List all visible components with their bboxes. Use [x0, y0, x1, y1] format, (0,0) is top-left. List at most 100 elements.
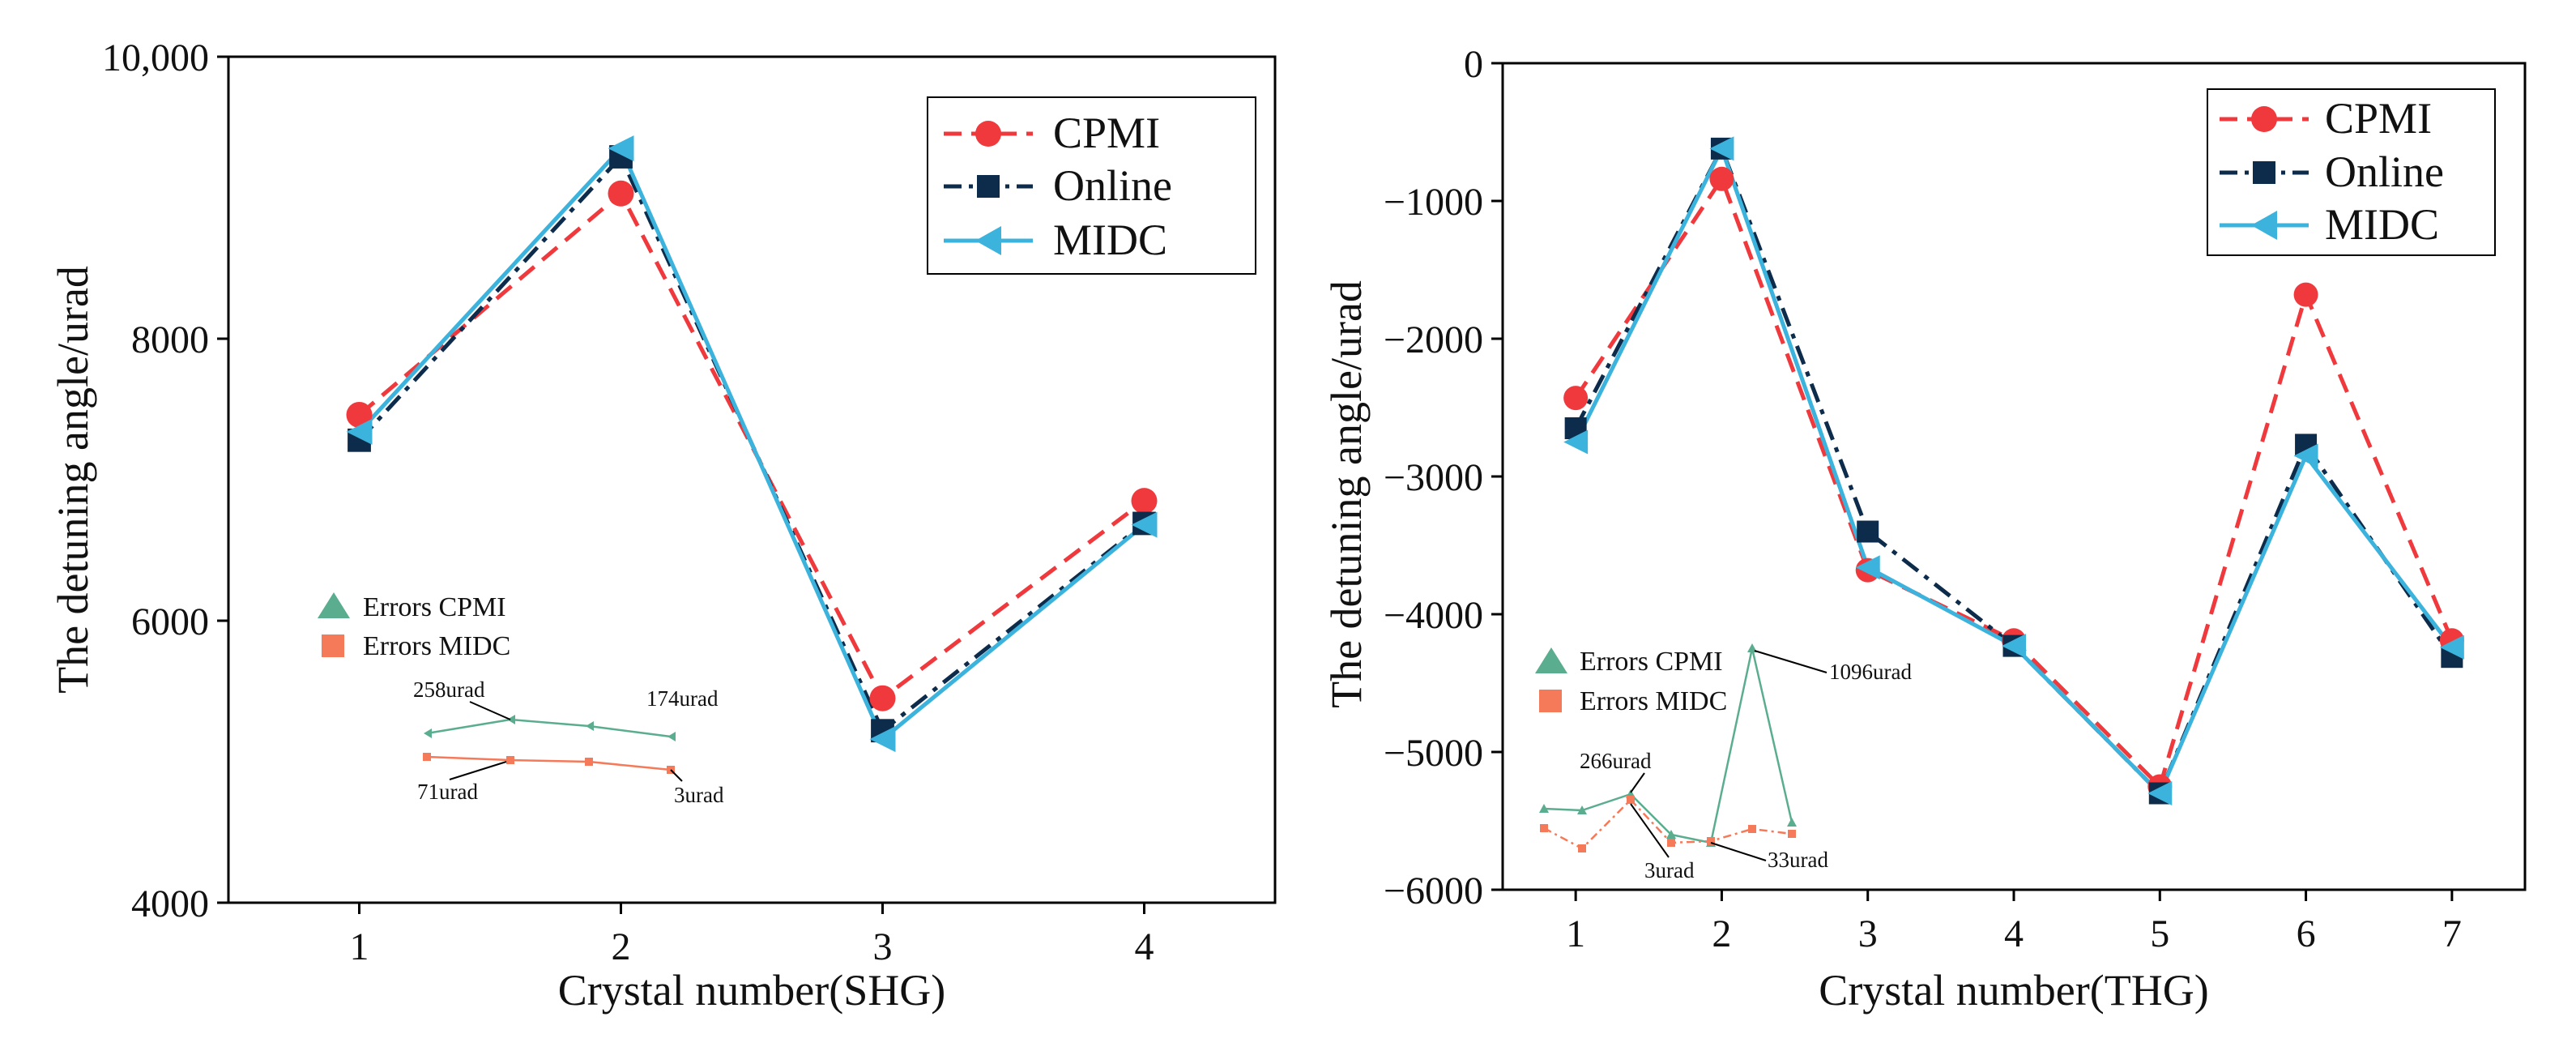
thg-x-axis-label: Crystal number(THG) [1819, 966, 2208, 1015]
shg-inset-annotation: 71urad [417, 780, 478, 804]
shg-point-cpmi [346, 401, 373, 428]
shg-x-tick-label: 3 [873, 925, 893, 968]
thg-inset-midc-point [1707, 837, 1715, 845]
thg-inset-midc-point [1788, 830, 1796, 838]
thg-inset-annotation-leader [1710, 842, 1767, 861]
thg-legend-midc-marker [2251, 211, 2277, 240]
thg-inset-annotation-leader [1754, 650, 1828, 673]
shg-inset-legend-midc: Errors MIDC [363, 631, 510, 661]
shg-inset-midc-point [423, 753, 431, 761]
thg-inset-cpmi-point [1747, 643, 1757, 652]
thg-inset-annotation: 1096urad [1829, 660, 1912, 684]
thg-inset-cpmi-point [1539, 804, 1549, 813]
thg-x-tick-label: 5 [2150, 912, 2169, 955]
thg-legend-cpmi-marker [2251, 106, 2277, 132]
thg-chart: −6000 −5000 −4000 −3000 −2000 −1000 0 1 2 3 4 5 6 7 C… [1322, 43, 2527, 1015]
shg-legend-online-label: Online [1053, 161, 1172, 210]
shg-point-midc [869, 726, 896, 753]
thg-legend-midc-label: MIDC [2325, 200, 2439, 249]
shg-inset-cpmi-point [667, 732, 676, 741]
shg-inset-annotation-leader [469, 701, 511, 720]
thg-y-tick-label: −1000 [1384, 181, 1483, 224]
thg-point-midc [1709, 136, 1734, 161]
shg-inset-annotation-leader [670, 769, 683, 782]
thg-inset-midc-point [1667, 839, 1675, 847]
thg-inset-legend-midc-marker [1539, 690, 1562, 712]
thg-inset-midc-point [1748, 825, 1756, 833]
thg-y-axis-label: The detuning angle/urad [1322, 280, 1371, 708]
thg-inset-legend-cpmi-marker [1535, 647, 1567, 673]
thg-point-midc [2147, 781, 2173, 805]
shg-inset-cpmi-line [426, 718, 672, 738]
shg-x-axis-label: Crystal number(SHG) [558, 966, 945, 1015]
shg-point-midc [608, 135, 634, 162]
thg-point-midc [1563, 429, 1589, 455]
shg-y-tick-label: 10,000 [102, 36, 209, 79]
thg-error-inset: Errors CPMI Errors MIDC 266urad 1096urad [1535, 643, 1912, 882]
shg-legend-cpmi-marker [975, 121, 1001, 147]
thg-inset-annotation: 3urad [1644, 858, 1695, 882]
shg-inset-annotation: 258urad [413, 677, 485, 702]
shg-point-cpmi [1131, 488, 1158, 515]
thg-y-tick-label: −4000 [1384, 594, 1483, 637]
thg-x-tick-label: 4 [2004, 912, 2024, 955]
thg-legend: CPMI Online MIDC [2207, 88, 2496, 256]
thg-point-midc [2439, 634, 2464, 660]
shg-x-tick-label: 1 [350, 925, 369, 968]
shg-point-midc [346, 418, 373, 445]
shg-inset-midc-point [506, 756, 514, 764]
shg-inset-annotation: 174urad [646, 686, 719, 711]
shg-inset-legend-cpmi-marker [318, 592, 350, 618]
shg-inset-cpmi-point [586, 721, 594, 731]
shg-inset-annotation-leader [449, 761, 507, 780]
shg-inset-annotation: 3urad [674, 783, 724, 807]
shg-legend-midc-marker [975, 226, 1001, 255]
thg-inset-annotation: 33urad [1768, 848, 1828, 872]
shg-legend-cpmi-label: CPMI [1053, 109, 1160, 157]
thg-y-tick-label: 0 [1464, 43, 1483, 86]
shg-point-cpmi [869, 685, 896, 711]
thg-y-tick-label: −3000 [1384, 456, 1483, 499]
thg-inset-midc-point [1578, 844, 1586, 852]
thg-point-midc [2002, 634, 2026, 659]
thg-point-cpmi [1709, 166, 1734, 191]
thg-legend-cpmi-label: CPMI [2325, 94, 2432, 143]
thg-inset-cpmi-point [1787, 818, 1797, 827]
shg-inset-midc-line [426, 755, 672, 771]
thg-x-tick-label: 6 [2297, 912, 2316, 955]
shg-x-tick-label: 2 [612, 925, 631, 968]
thg-x-tick-label: 1 [1566, 912, 1585, 955]
thg-point-cpmi [1563, 386, 1589, 411]
thg-inset-annotation: 266urad [1580, 749, 1652, 773]
shg-legend-midc-label: MIDC [1053, 216, 1167, 264]
thg-point-online [1857, 520, 1879, 543]
thg-inset-midc-point [1627, 796, 1635, 804]
thg-inset-cpmi-point [1666, 830, 1676, 839]
thg-inset-legend-cpmi: Errors CPMI [1580, 647, 1723, 677]
thg-legend-online-label: Online [2325, 147, 2444, 196]
shg-inset-cpmi-point [507, 715, 515, 724]
shg-y-tick-label: 6000 [131, 600, 209, 643]
thg-inset-legend-midc: Errors MIDC [1580, 686, 1727, 716]
shg-point-cpmi [608, 180, 634, 207]
shg-point-midc [1131, 511, 1158, 538]
shg-chart: 4000 6000 8000 10,000 1 2 3 4 Crystal number(SH… [49, 36, 1277, 1015]
thg-legend-online-marker [2253, 161, 2275, 184]
shg-series-midc-line [357, 146, 1146, 741]
shg-legend-online-marker [977, 175, 1000, 198]
thg-inset-cpmi-point [1577, 805, 1587, 814]
shg-inset-legend-cpmi: Errors CPMI [363, 592, 506, 622]
shg-y-tick-label: 4000 [131, 882, 209, 925]
shg-inset-midc-point [585, 758, 593, 766]
shg-x-tick-label: 4 [1135, 925, 1154, 968]
thg-y-tick-label: −6000 [1384, 869, 1483, 912]
shg-inset-legend-midc-marker [322, 634, 344, 657]
thg-x-tick-label: 7 [2442, 912, 2462, 955]
thg-point-midc [1855, 555, 1880, 580]
thg-inset-annotation-leader [1630, 803, 1670, 858]
thg-point-midc [2293, 443, 2318, 468]
shg-y-axis-label: The detuning angle/urad [49, 266, 97, 694]
thg-point-cpmi [2293, 282, 2318, 307]
shg-legend: CPMI Online MIDC [927, 96, 1256, 275]
